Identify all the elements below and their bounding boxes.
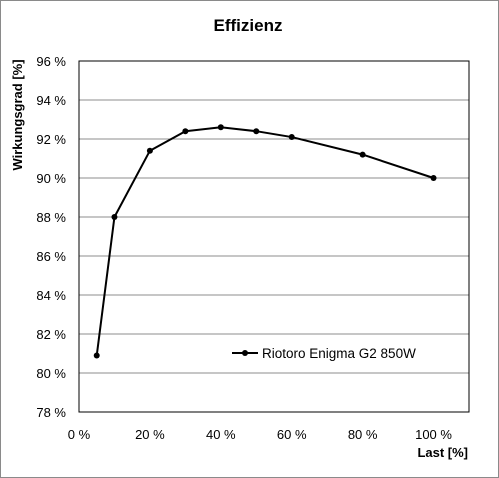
x-axis-label: Last [%] bbox=[417, 445, 468, 460]
x-tick-label: 60 % bbox=[277, 427, 307, 442]
y-tick-label: 88 % bbox=[36, 210, 66, 225]
x-tick-label: 40 % bbox=[206, 427, 236, 442]
y-axis-label: Wirkungsgrad [%] bbox=[10, 59, 25, 170]
x-tick-labels: 0 % 20 % 40 % 60 % 80 % 100 % bbox=[68, 427, 453, 442]
legend-series-label: Riotoro Enigma G2 850W bbox=[262, 346, 416, 361]
x-tick-label: 0 % bbox=[68, 427, 91, 442]
y-tick-label: 78 % bbox=[36, 405, 66, 420]
x-tick-label: 80 % bbox=[348, 427, 378, 442]
data-point bbox=[111, 214, 118, 220]
y-tick-label: 82 % bbox=[36, 327, 66, 342]
x-tick-label: 20 % bbox=[135, 427, 165, 442]
y-tick-labels: 78 % 80 % 82 % 84 % 86 % 88 % 90 % 92 % 94 % 96 % bbox=[36, 54, 66, 420]
y-tick-label: 86 % bbox=[36, 249, 66, 264]
legend: Riotoro Enigma G2 850W bbox=[232, 346, 416, 361]
y-tick-label: 92 % bbox=[36, 132, 66, 147]
y-tick-label: 90 % bbox=[36, 171, 66, 186]
legend-point-marker bbox=[242, 350, 248, 356]
grid-lines bbox=[79, 99, 469, 374]
data-point bbox=[93, 352, 100, 359]
series-line bbox=[95, 126, 434, 356]
y-tick-label: 94 % bbox=[36, 93, 66, 108]
series-layer bbox=[93, 124, 437, 359]
y-tick-label: 84 % bbox=[36, 288, 66, 303]
data-point bbox=[288, 134, 295, 141]
y-tick-label: 96 % bbox=[36, 54, 66, 69]
plot-area bbox=[78, 60, 470, 413]
data-point bbox=[253, 128, 260, 135]
data-point bbox=[430, 175, 437, 181]
y-tick-label: 80 % bbox=[36, 366, 66, 381]
x-tick-label: 100 % bbox=[415, 427, 452, 442]
data-point bbox=[217, 124, 224, 131]
chart-title: Effizienz bbox=[214, 16, 283, 35]
data-point bbox=[146, 147, 153, 154]
data-point bbox=[359, 151, 366, 158]
data-point bbox=[182, 128, 189, 135]
